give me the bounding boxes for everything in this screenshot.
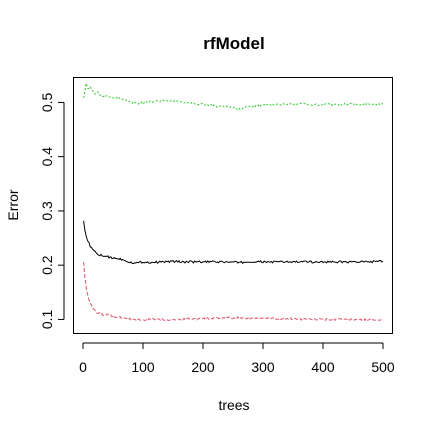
y-tick-label: 0.2 bbox=[39, 255, 55, 275]
y-tick-label: 0.3 bbox=[39, 201, 55, 221]
series-line-oob bbox=[83, 220, 384, 265]
plot-frame bbox=[73, 77, 393, 334]
y-axis-label: Error bbox=[5, 189, 21, 220]
x-tick-label: 300 bbox=[251, 359, 275, 375]
chart-title: rfModel bbox=[203, 34, 264, 53]
x-tick-label: 200 bbox=[191, 359, 215, 375]
x-tick-label: 100 bbox=[131, 359, 155, 375]
axes-layer: 0 100 200 300 400 500 0.1 0.2 0.3 0.4 0.5 bbox=[39, 92, 395, 375]
y-tick-label: 0.1 bbox=[39, 309, 55, 329]
series-line-class-2 bbox=[83, 81, 384, 111]
series-line-class-1 bbox=[83, 261, 384, 322]
y-tick-label: 0.4 bbox=[39, 147, 55, 167]
series-layer bbox=[83, 81, 384, 322]
x-tick-label: 500 bbox=[371, 359, 395, 375]
x-axis-label: trees bbox=[218, 397, 249, 413]
x-tick-label: 400 bbox=[311, 359, 335, 375]
x-tick-label: 0 bbox=[79, 359, 87, 375]
y-tick-label: 0.5 bbox=[39, 92, 55, 112]
